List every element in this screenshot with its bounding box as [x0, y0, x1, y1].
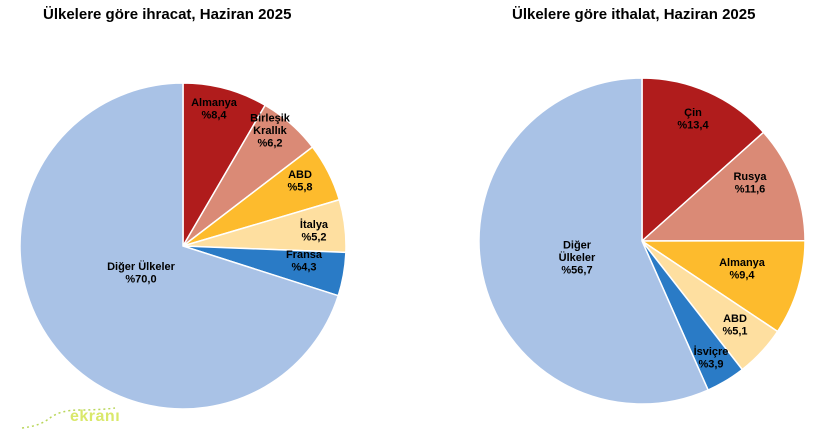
- import-chart-title: Ülkelere göre ithalat, Haziran 2025: [512, 6, 756, 23]
- import-slice-label-0: Çin %13,4: [677, 107, 709, 132]
- export-slice-label-5: Diğer Ülkeler %70,0: [107, 260, 176, 286]
- export-slice-label-4: Fransa %4,3: [286, 249, 323, 274]
- import-pie-chart: Çin %13,4 Rusya %11,6 Almanya %9,4 ABD %5,1 İsvi…: [478, 77, 806, 405]
- watermark-logo-icon: [21, 407, 116, 429]
- export-slice-0: [182, 82, 267, 249]
- export-slice-label-0: Almanya %8,4: [191, 97, 238, 122]
- import-slice-label-5: Diğer Ülkeler %56,7: [559, 240, 596, 277]
- import-slice-label-1: Rusya %11,6: [733, 171, 767, 196]
- import-slice-label-4: İsviçre %3,9: [694, 345, 729, 371]
- import-slice-1: [640, 131, 806, 242]
- import-slice-0: [641, 77, 765, 243]
- export-slice-label-3: İtalya %5,2: [300, 218, 329, 244]
- import-slice-5: [478, 77, 710, 405]
- export-slice-label-1: Birleşik Krallık %6,2: [250, 113, 291, 150]
- export-slice-label-2: ABD %5,8: [287, 169, 312, 194]
- export-slice-5: [19, 82, 340, 410]
- import-slice-label-2: Almanya %9,4: [719, 257, 766, 282]
- import-slice-2: [639, 239, 806, 333]
- export-pie-chart: Almanya %8,4 Birleşik Krallık %6,2 ABD %5,8 İta…: [19, 82, 347, 410]
- watermark-text: ekranı: [70, 408, 121, 425]
- export-chart-title: Ülkelere göre ihracat, Haziran 2025: [43, 6, 292, 23]
- import-slice-label-3: ABD %5,1: [722, 313, 747, 338]
